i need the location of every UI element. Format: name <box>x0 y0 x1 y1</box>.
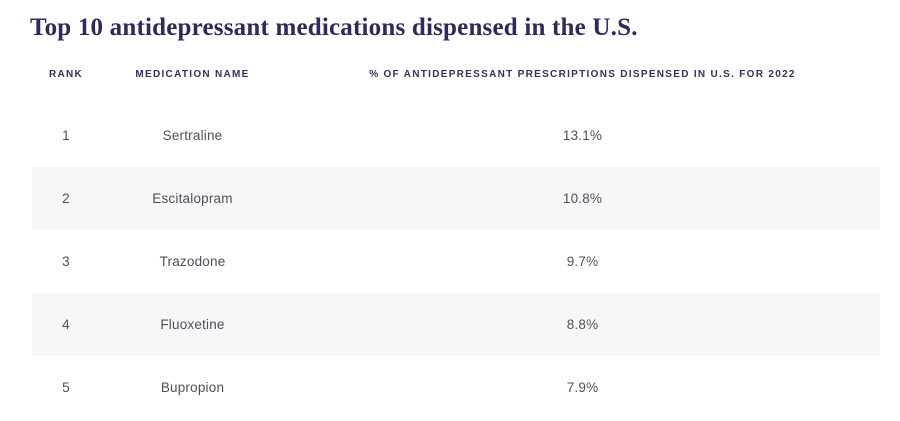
column-header-medication-name: MEDICATION NAME <box>135 68 250 80</box>
medication-name-cell: Bupropion <box>160 380 225 395</box>
page-title: Top 10 antidepressant medications dispen… <box>30 14 638 41</box>
column-header-rank: RANK <box>48 68 84 80</box>
rank-cell: 5 <box>62 380 70 395</box>
medication-name-cell: Fluoxetine <box>160 317 225 332</box>
table-row: 5 Bupropion 7.9% <box>32 356 880 419</box>
percentage-cell: 10.8% <box>562 191 603 206</box>
rank-cell: 2 <box>62 191 70 206</box>
table-row: 2 Escitalopram 10.8% <box>32 167 880 230</box>
table-row: 1 Sertraline 13.1% <box>32 104 880 167</box>
table-row: 3 Trazodone 9.7% <box>32 230 880 293</box>
rank-cell: 1 <box>62 128 70 143</box>
medication-name-cell: Trazodone <box>159 254 226 269</box>
percentage-cell: 7.9% <box>566 380 599 395</box>
percentage-cell: 8.8% <box>566 317 599 332</box>
rank-cell: 4 <box>62 317 70 332</box>
medication-name-cell: Escitalopram <box>152 191 233 206</box>
percentage-cell: 13.1% <box>562 128 603 143</box>
medication-name-cell: Sertraline <box>162 128 223 143</box>
percentage-cell: 9.7% <box>566 254 599 269</box>
column-header-percentage: % OF ANTIDEPRESSANT PRESCRIPTIONS DISPEN… <box>369 68 796 80</box>
medications-table: RANK MEDICATION NAME % OF ANTIDEPRESSANT… <box>32 44 880 419</box>
rank-cell: 3 <box>62 254 70 269</box>
table-row: 4 Fluoxetine 8.8% <box>32 293 880 356</box>
table-header-row: RANK MEDICATION NAME % OF ANTIDEPRESSANT… <box>32 44 880 104</box>
